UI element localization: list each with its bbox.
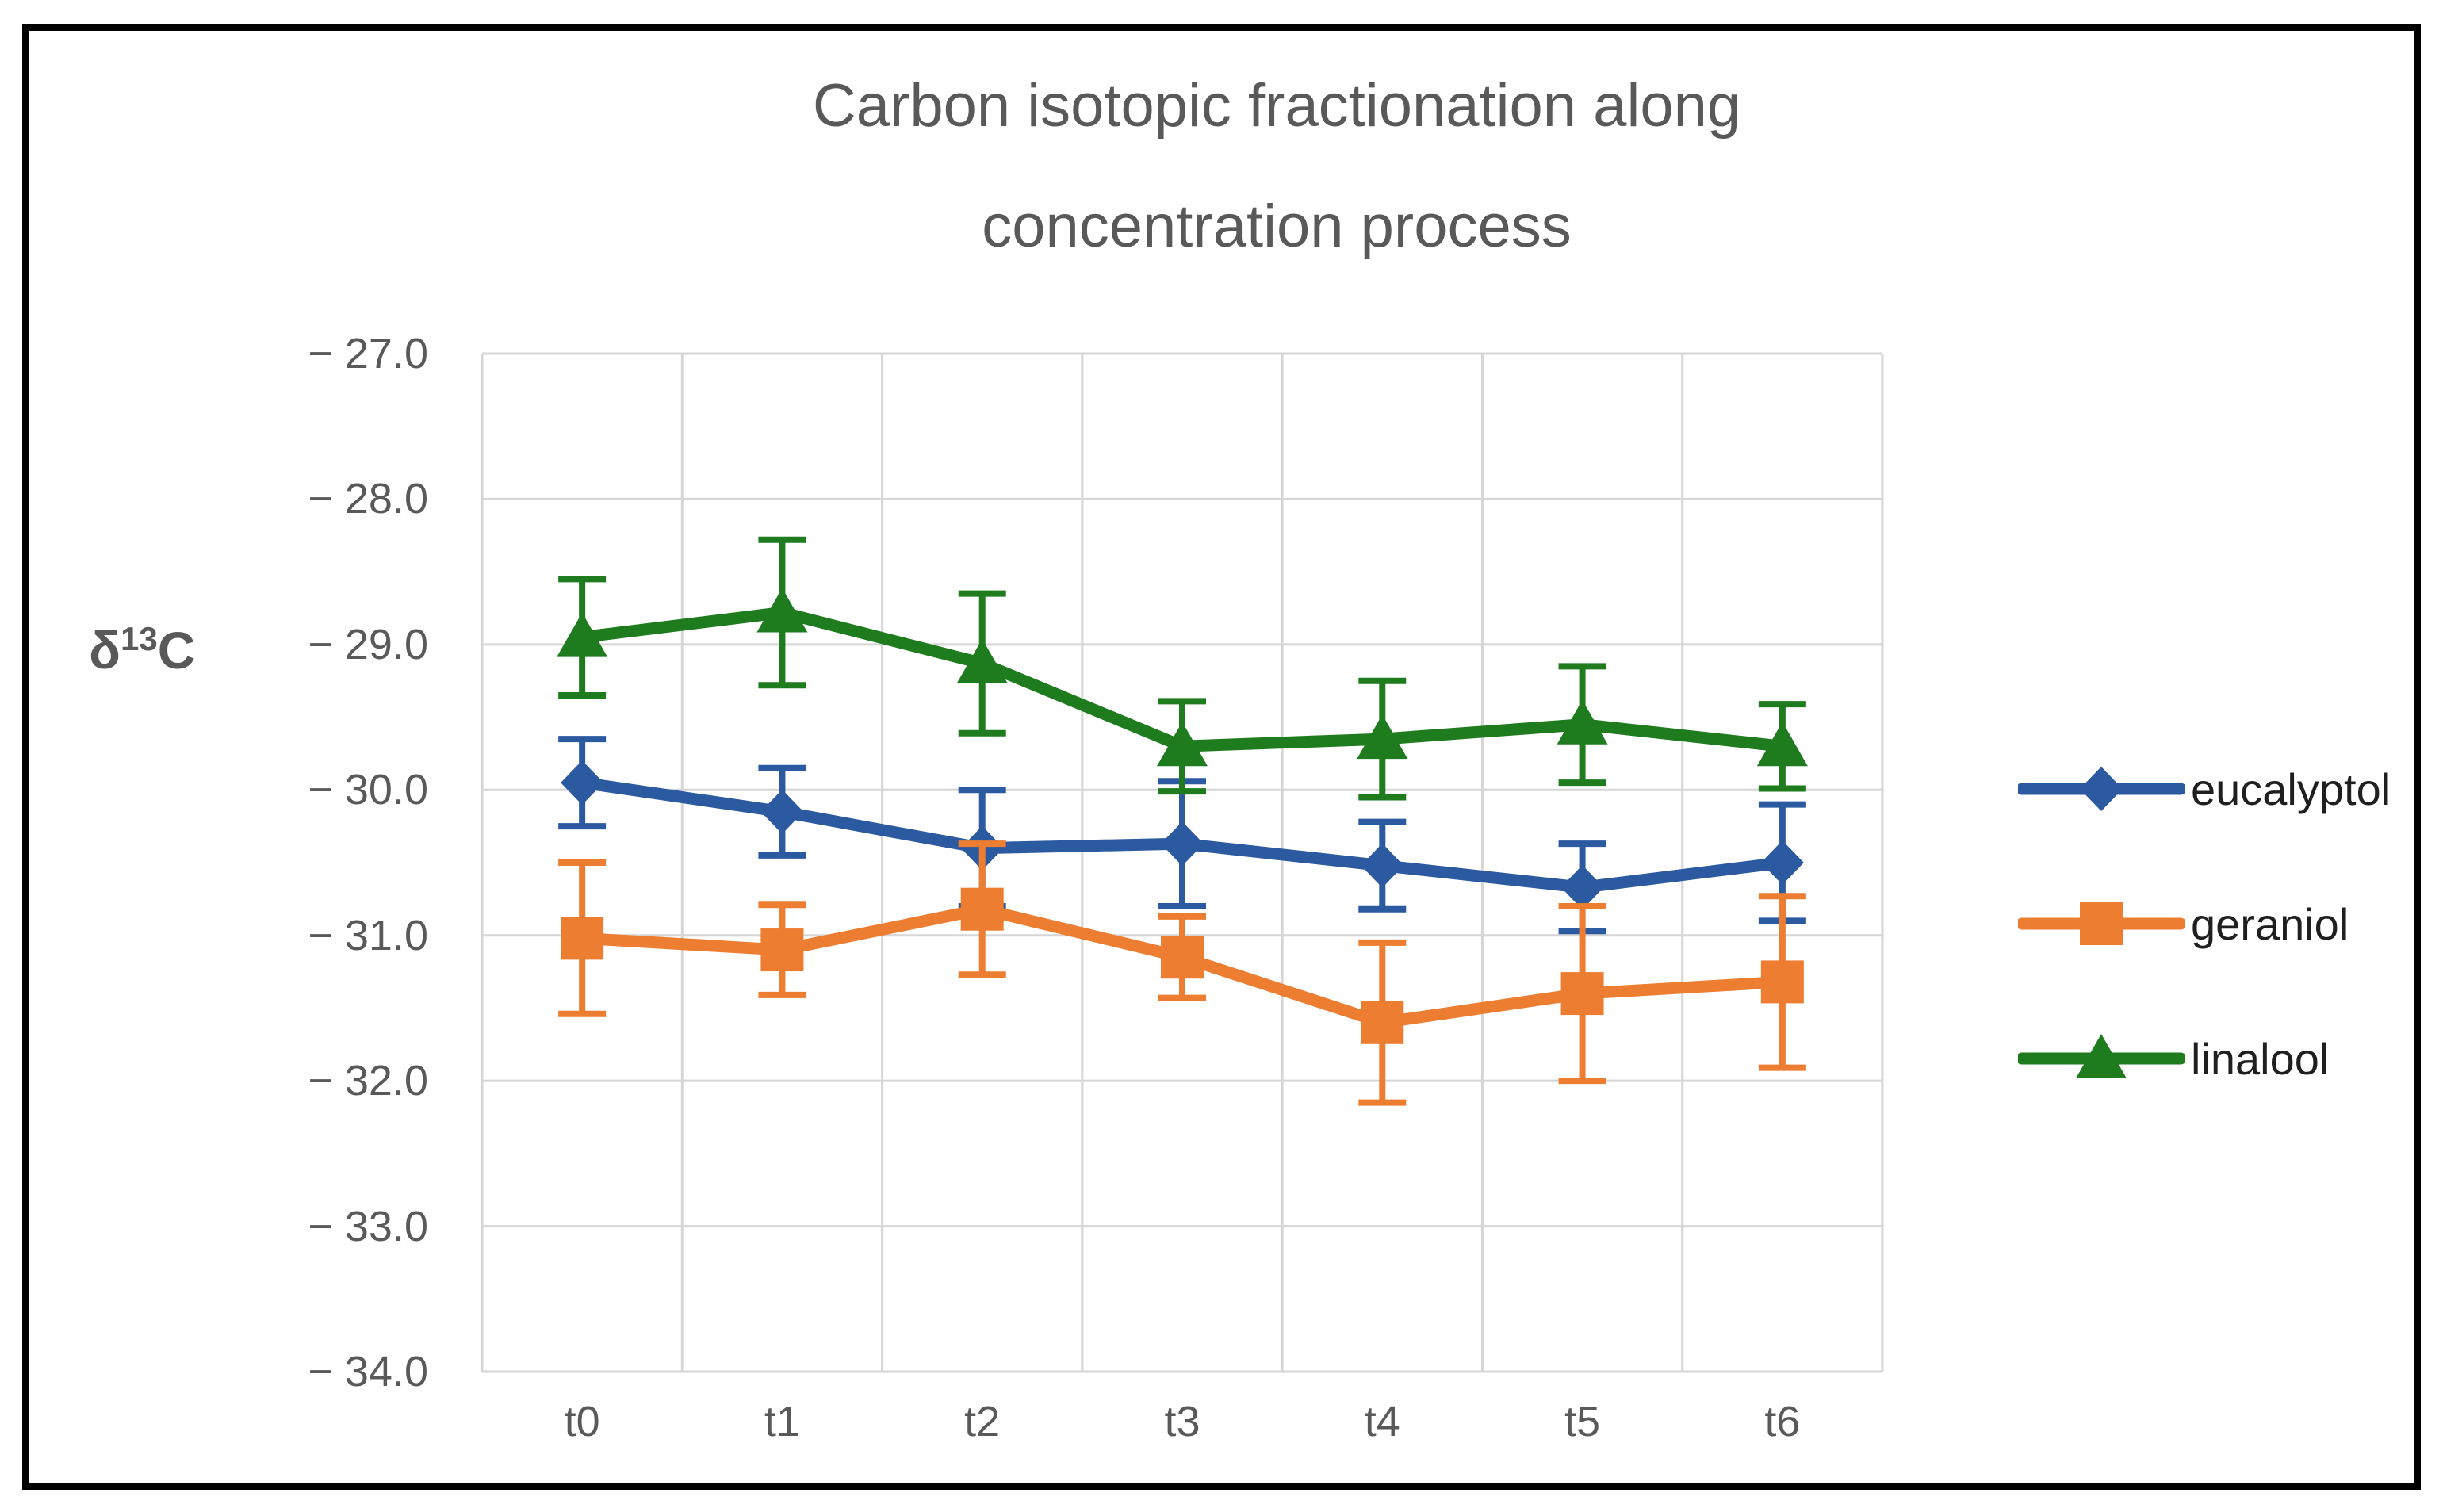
x-tick-label: t5	[1564, 1398, 1601, 1445]
legend-label-geraniol: geraniol	[2191, 898, 2349, 949]
y-axis-title-superscript: 13	[121, 620, 158, 657]
y-axis-title-base: δ	[89, 621, 121, 679]
y-tick-label: − 31.0	[308, 911, 428, 959]
legend-marker-geraniol	[2018, 902, 2185, 945]
series-geraniol	[558, 840, 1806, 1106]
y-tick-label: − 32.0	[308, 1057, 428, 1105]
legend-marker-eucalyptol	[2018, 767, 2185, 811]
legend-item-eucalyptol: eucalyptol	[2018, 756, 2391, 822]
legend-label-linalool: linalool	[2191, 1033, 2330, 1084]
y-tick-label: − 33.0	[308, 1202, 428, 1250]
x-tick-label: t1	[764, 1398, 800, 1445]
y-axis-title: δ13C	[89, 620, 195, 680]
x-tick-label: t0	[564, 1398, 600, 1445]
legend-label-eucalyptol: eucalyptol	[2191, 764, 2391, 814]
x-tick-label: t4	[1364, 1398, 1400, 1445]
x-tick-label: t3	[1164, 1398, 1200, 1445]
chart-title: Carbon isotopic fractionation along conc…	[563, 46, 1990, 287]
chart-title-line2: concentration process	[982, 193, 1572, 260]
y-tick-label: − 27.0	[308, 330, 428, 377]
x-tick-label: t2	[964, 1398, 1001, 1445]
y-tick-label: − 29.0	[308, 620, 428, 668]
y-tick-label: − 28.0	[308, 475, 428, 523]
y-tick-label: − 34.0	[308, 1348, 428, 1395]
legend-marker-linalool	[2018, 1034, 2185, 1078]
legend-item-linalool: linalool	[2018, 1025, 2329, 1092]
y-tick-label: − 30.0	[308, 766, 428, 814]
legend-item-geraniol: geraniol	[2018, 890, 2349, 957]
chart-title-line1: Carbon isotopic fractionation along	[812, 72, 1741, 140]
series-linalool	[557, 536, 1808, 801]
x-tick-label: t6	[1764, 1398, 1801, 1445]
y-axis-title-end: C	[157, 621, 196, 679]
